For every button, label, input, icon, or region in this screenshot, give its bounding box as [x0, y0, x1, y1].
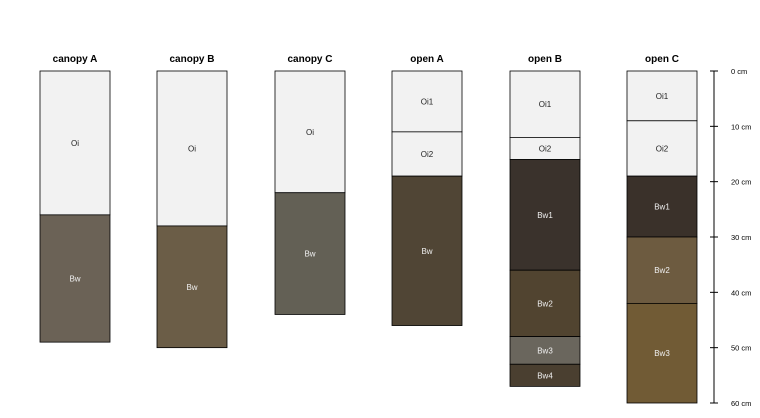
horizon-label-open-a-oi1: Oi1: [421, 97, 434, 106]
horizon-open-c-oi2: [626, 120, 698, 177]
depth-tick-label-20: 20 cm: [731, 178, 751, 187]
horizon-label-open-b-bw4: Bw4: [537, 371, 553, 380]
horizon-label-canopy-a-bw: Bw: [69, 275, 80, 284]
profile-title-open-c: open C: [645, 54, 679, 65]
horizon-open-b-bw4: [509, 363, 581, 387]
profile-canopy-b: canopy B Oi Bw: [156, 54, 228, 349]
horizon-label-canopy-c-bw: Bw: [304, 250, 315, 259]
horizon-canopy-b-oi: [156, 70, 228, 227]
depth-tick-label-60: 60 cm: [731, 399, 751, 408]
horizon-open-a-oi2: [391, 131, 463, 177]
profile-open-c: open C Oi1 Oi2 Bw1 Bw2 Bw3: [626, 54, 698, 404]
horizon-label-open-c-bw3: Bw3: [654, 349, 670, 358]
horizon-label-canopy-c-oi: Oi: [306, 128, 314, 137]
horizon-label-canopy-a-oi: Oi: [71, 139, 79, 148]
depth-tick-label-50: 50 cm: [731, 344, 751, 353]
depth-tick-label-40: 40 cm: [731, 288, 751, 297]
horizon-label-open-b-bw3: Bw3: [537, 346, 553, 355]
profile-title-canopy-b: canopy B: [169, 54, 214, 65]
horizon-canopy-c-oi: [274, 70, 346, 194]
horizon-open-c-oi1: [626, 70, 698, 122]
horizon-open-c-bw1: [626, 175, 698, 238]
depth-tick-label-0: 0 cm: [731, 67, 747, 76]
profile-title-canopy-a: canopy A: [53, 54, 98, 65]
profile-canopy-a: canopy A Oi Bw: [39, 54, 111, 343]
horizon-canopy-c-bw: [274, 192, 346, 315]
horizon-open-c-bw3: [626, 302, 698, 404]
horizon-canopy-a-bw: [39, 214, 111, 343]
profile-title-canopy-c: canopy C: [287, 54, 332, 65]
horizon-label-open-a-oi2: Oi2: [421, 150, 434, 159]
profile-canopy-c: canopy C Oi Bw: [274, 54, 346, 315]
horizon-label-open-b-bw2: Bw2: [537, 299, 553, 308]
horizon-label-open-b-oi1: Oi1: [539, 100, 552, 109]
horizon-canopy-b-bw: [156, 225, 228, 349]
horizon-open-a-bw: [391, 175, 463, 326]
horizon-open-b-bw2: [509, 269, 581, 338]
depth-tick-label-10: 10 cm: [731, 122, 751, 131]
horizon-canopy-a-oi: [39, 70, 111, 216]
horizon-label-open-c-oi1: Oi1: [656, 92, 669, 101]
horizon-label-open-c-oi2: Oi2: [656, 144, 669, 153]
horizon-label-open-a-bw: Bw: [421, 247, 432, 256]
profile-title-open-a: open A: [410, 54, 444, 65]
depth-tick-label-30: 30 cm: [731, 233, 751, 242]
horizon-label-open-c-bw2: Bw2: [654, 266, 670, 275]
horizon-label-open-c-bw1: Bw1: [654, 203, 670, 212]
profile-title-open-b: open B: [528, 54, 562, 65]
horizon-label-canopy-b-bw: Bw: [186, 283, 197, 292]
horizon-open-c-bw2: [626, 236, 698, 304]
horizon-open-b-bw3: [509, 336, 581, 365]
depth-axis: 0 cm 10 cm 20 cm 30 cm 40 cm 50 cm 60 cm: [710, 67, 751, 408]
horizon-label-open-b-oi2: Oi2: [539, 144, 552, 153]
profile-open-b: open B Oi1 Oi2 Bw1 Bw2 Bw3 Bw4: [509, 54, 581, 387]
horizon-label-canopy-b-oi: Oi: [188, 144, 196, 153]
horizon-open-b-oi1: [509, 70, 581, 138]
horizon-label-open-b-bw1: Bw1: [537, 211, 553, 220]
profile-open-a: open A Oi1 Oi2 Bw: [391, 54, 463, 326]
